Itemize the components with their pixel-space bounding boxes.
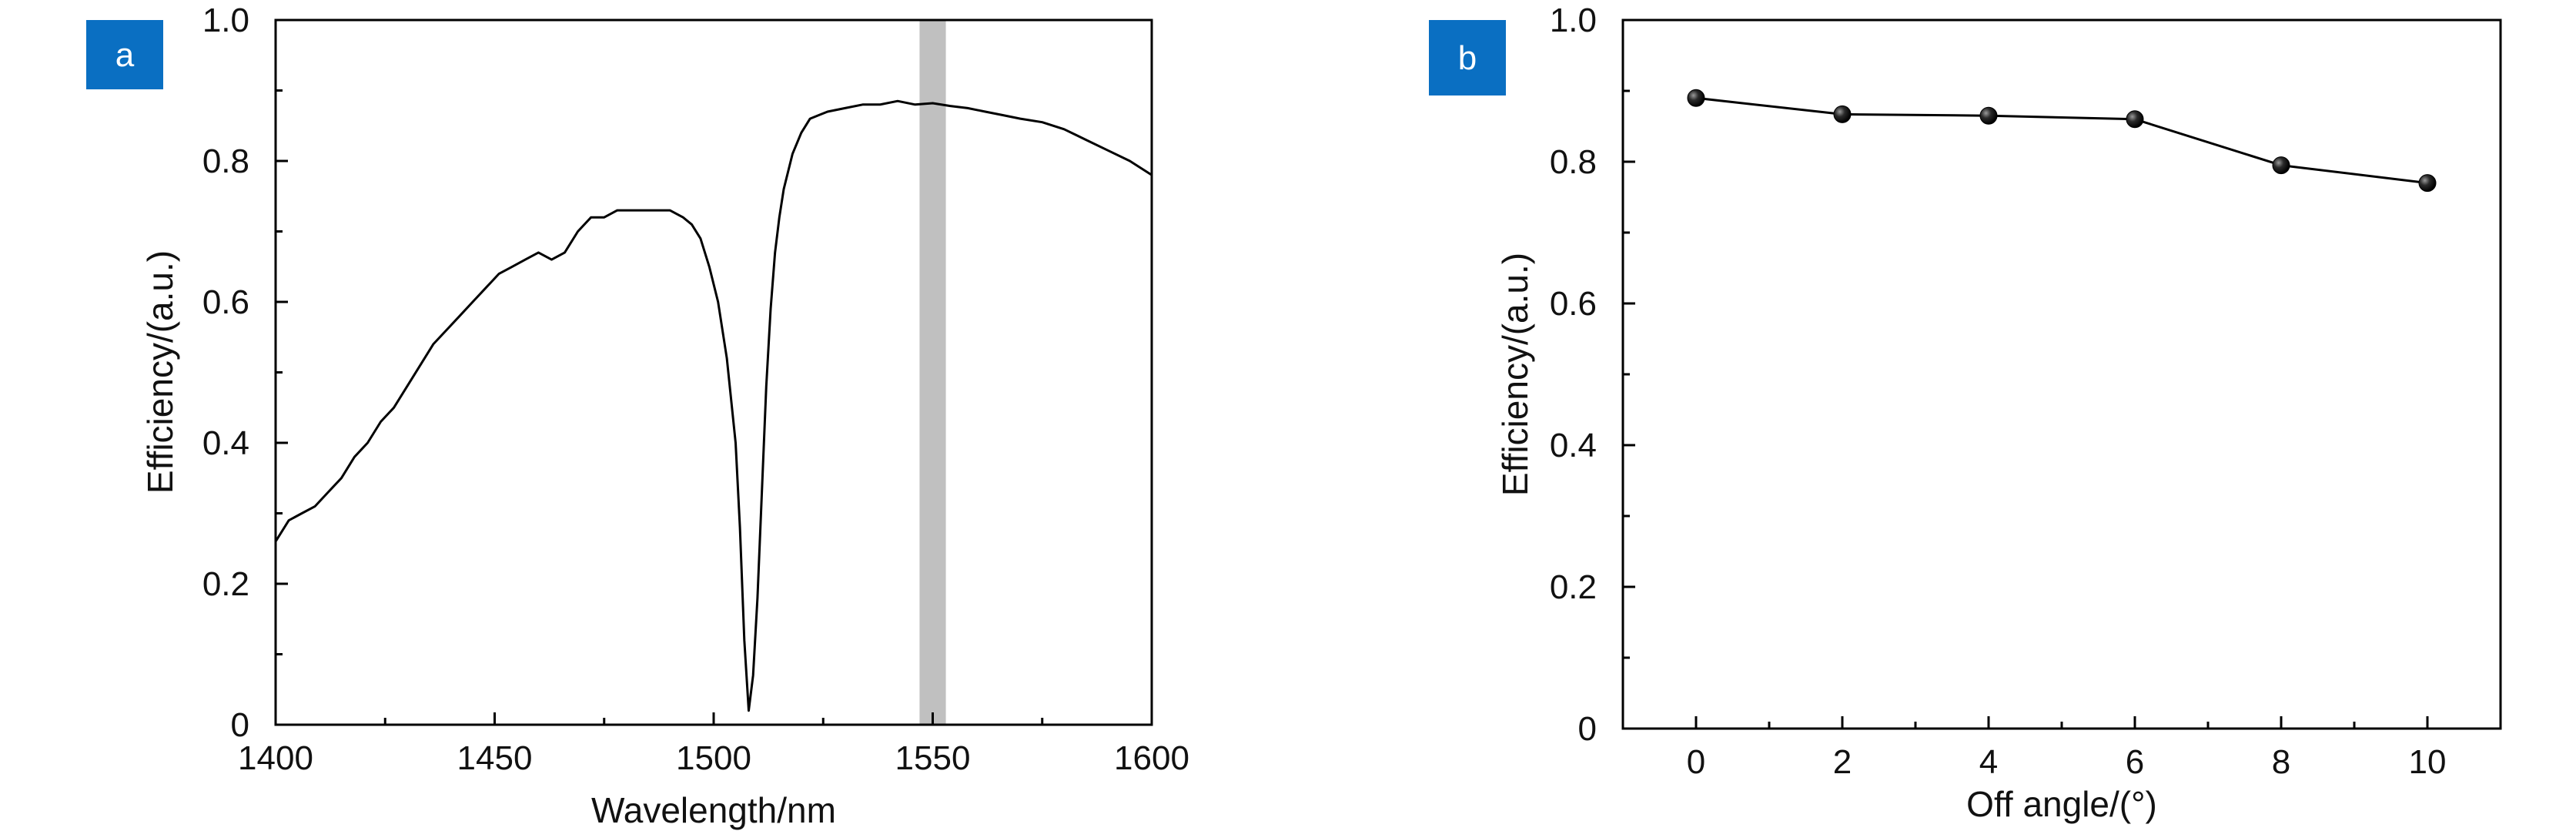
panel-b-y-tick-label: 0.8 xyxy=(1550,143,1597,181)
panel-a-chart: a 1400 1450 1500 1550 1600 0 0.2 0.4 0.6 0.8 1.0 W… xyxy=(86,2,1189,830)
panel-a-y-tick-label: 0 xyxy=(231,706,249,744)
panel-a-x-axis-title: Wavelength/nm xyxy=(591,790,836,830)
panel-b-y-tick-label: 0 xyxy=(1578,710,1597,748)
panel-b-y-tick-label: 0.4 xyxy=(1550,427,1597,464)
panel-b-x-tick-label: 0 xyxy=(1687,743,1705,781)
panel-b-badge-label: b xyxy=(1458,39,1477,77)
panel-b-x-tick-label: 2 xyxy=(1833,743,1852,781)
panel-a-y-tick-label: 0.4 xyxy=(202,424,249,462)
panel-b-data-point xyxy=(2418,174,2437,193)
panel-b-y-tick-label: 0.6 xyxy=(1550,285,1597,323)
panel-b-x-tick-label: 6 xyxy=(2126,743,2144,781)
panel-b-y-tick-label: 0.2 xyxy=(1550,568,1597,606)
panel-b-y-axis-title: Efficiency/(a.u.) xyxy=(1495,253,1535,496)
panel-a-bands xyxy=(919,20,946,725)
panel-b-x-tick-label: 4 xyxy=(1979,743,1998,781)
panel-b-data-point xyxy=(1833,105,1852,123)
panel-b-data-point xyxy=(1979,106,1998,125)
panel-a-x-tick-label: 1400 xyxy=(238,739,313,777)
panel-a-y-axis-title: Efficiency/(a.u.) xyxy=(140,250,180,494)
panel-a-highlight-band xyxy=(919,20,946,725)
panel-a-x-tick-label: 1500 xyxy=(676,739,751,777)
panel-a-x-tick-label: 1600 xyxy=(1114,739,1189,777)
panel-b-series xyxy=(1687,89,2437,193)
panel-a-x-tick-label: 1450 xyxy=(457,739,533,777)
panel-a-frame xyxy=(274,18,1153,726)
panel-a-y-tick-label: 0.6 xyxy=(202,283,249,321)
panel-b-x-axis-title: Off angle/(°) xyxy=(1966,784,2157,824)
panel-b-ticks: 0 2 4 6 8 10 0 0.2 0.4 0.6 0.8 1.0 xyxy=(1550,2,2502,781)
panel-a-ticks: 1400 1450 1500 1550 1600 0 0.2 0.4 0.6 0.8 1.0 xyxy=(202,2,1189,777)
panel-b-badge xyxy=(1429,20,1506,95)
panel-b-data-point xyxy=(2126,110,2144,129)
panel-a-y-tick-label: 0.8 xyxy=(202,142,249,180)
panel-b-y-tick-label: 1.0 xyxy=(1550,2,1597,39)
panel-b-series-line xyxy=(1695,96,2428,185)
panel-b-frame xyxy=(1621,18,2502,730)
panel-b-x-tick-label: 8 xyxy=(2272,743,2290,781)
panel-a-series xyxy=(274,99,1153,712)
panel-a-badge xyxy=(86,20,163,89)
panel-a-y-tick-label: 1.0 xyxy=(202,2,249,39)
panel-a-x-tick-label: 1550 xyxy=(895,739,971,777)
panel-b-x-tick-label: 10 xyxy=(2409,743,2447,781)
panel-a-y-tick-label: 0.2 xyxy=(202,565,249,603)
panel-a-series-line xyxy=(274,99,1153,712)
panel-b-data-point xyxy=(1687,89,1705,107)
panel-b-data-point xyxy=(2272,156,2290,175)
panel-a-badge-label: a xyxy=(115,36,135,74)
